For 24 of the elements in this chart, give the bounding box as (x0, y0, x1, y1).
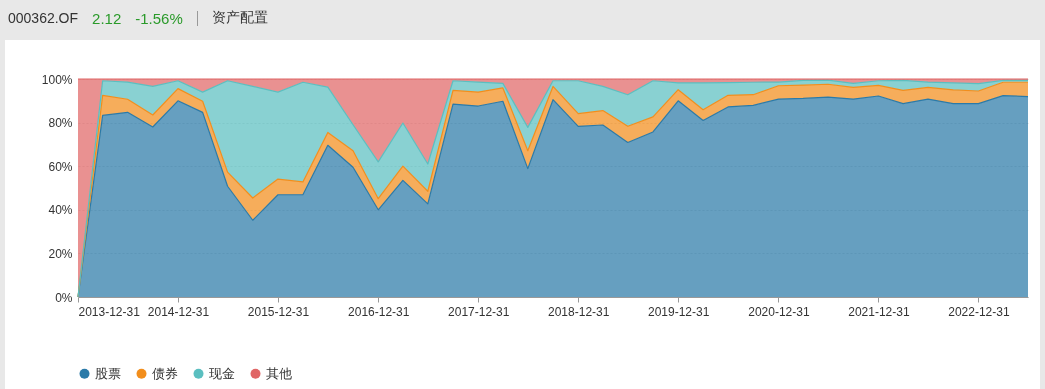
legend-label: 其他 (266, 365, 292, 381)
x-tick-label: 2021-12-31 (848, 304, 910, 319)
y-tick-label: 100% (41, 72, 73, 87)
x-tick-label: 2017-12-31 (448, 304, 510, 319)
legend-label: 股票 (95, 365, 121, 381)
x-tick-label: 2014-12-31 (147, 304, 210, 319)
x-tick-label: 2022-12-31 (948, 304, 1010, 319)
text: 2.12 (92, 9, 122, 27)
y-tick-label: 60% (48, 159, 73, 174)
chart-subtitle: 资产配置 (211, 9, 268, 27)
x-tick-label: 2016-12-31 (348, 304, 410, 319)
legend-label: 现金 (209, 365, 235, 381)
y-tick-label: 0% (55, 290, 73, 305)
x-tick-label: 2018-12-31 (548, 304, 610, 319)
x-tick-label: 2019-12-31 (647, 304, 710, 319)
y-tick-label: 20% (48, 246, 73, 261)
legend-label: 债券 (152, 365, 178, 381)
y-tick-label: 40% (48, 203, 73, 218)
x-tick-label: 2020-12-31 (748, 304, 810, 319)
x-tick-label: 2015-12-31 (247, 304, 310, 319)
y-tick-label: 80% (48, 116, 73, 131)
text: -1.56% (135, 9, 183, 27)
x-tick-label: 2013-12-31 (78, 304, 141, 319)
chart-title: 000362.OF (8, 10, 79, 26)
